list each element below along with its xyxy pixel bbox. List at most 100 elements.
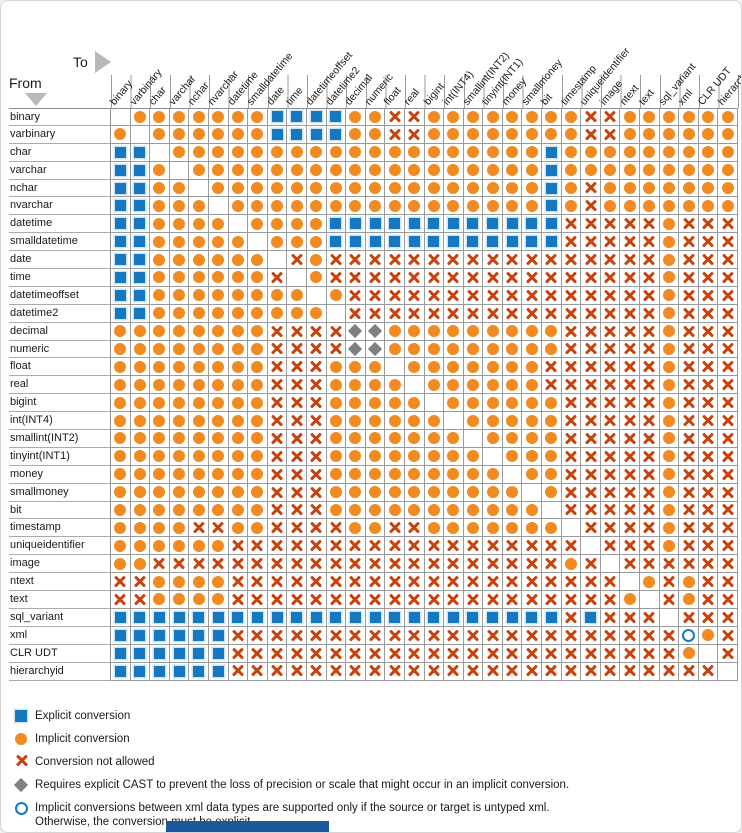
implicit-circle-icon (192, 360, 205, 373)
matrix-cell (718, 394, 738, 413)
not-allowed-x-icon (584, 628, 598, 642)
implicit-circle-icon (212, 414, 225, 427)
implicit-circle-icon (506, 378, 519, 391)
matrix-cell (718, 215, 738, 234)
matrix-cell (150, 251, 170, 270)
row-label-uniqueidentifier: uniqueidentifier (9, 537, 111, 556)
not-allowed-x-icon (682, 431, 696, 445)
matrix-cell (483, 573, 503, 592)
matrix-cell (248, 125, 268, 144)
row-label-smallint-int2-: smallint(INT2) (9, 430, 111, 448)
matrix-cell (581, 376, 601, 395)
implicit-circle-icon (173, 539, 186, 552)
matrix-cell (267, 447, 288, 466)
matrix-cell (698, 233, 719, 252)
not-allowed-x-icon (525, 306, 539, 320)
not-allowed-x-icon (329, 253, 343, 267)
implicit-circle-icon (427, 146, 440, 159)
not-allowed-x-icon (603, 360, 617, 374)
matrix-cell (208, 501, 229, 520)
matrix-cell (718, 358, 738, 377)
not-allowed-x-icon (466, 288, 480, 302)
implicit-circle-icon (192, 199, 205, 212)
implicit-circle-icon (133, 360, 146, 373)
not-allowed-x-icon (564, 288, 578, 302)
matrix-cell (346, 179, 366, 198)
matrix-cell (424, 251, 445, 270)
matrix-cell (600, 626, 621, 645)
matrix-cell (248, 340, 268, 359)
explicit-square-icon (114, 289, 126, 301)
implicit-circle-icon (447, 164, 460, 177)
implicit-circle-icon (153, 325, 166, 338)
not-allowed-x-icon (427, 592, 441, 606)
implicit-circle-icon (192, 253, 205, 266)
matrix-cell (150, 161, 170, 180)
implicit-circle-icon (231, 128, 244, 141)
matrix-cell (404, 251, 425, 270)
implicit-circle-icon (662, 468, 675, 481)
implicit-circle-icon (231, 450, 244, 463)
explicit-square-icon (134, 200, 146, 212)
implicit-circle-icon (506, 521, 519, 534)
matrix-cell (346, 251, 366, 270)
matrix-cell (346, 394, 366, 413)
matrix-cell (130, 465, 151, 484)
matrix-cell (150, 197, 170, 216)
matrix-cell (189, 644, 209, 663)
implicit-circle-icon (153, 253, 166, 266)
implicit-circle-icon (212, 110, 225, 123)
matrix-cell (718, 376, 738, 395)
not-allowed-x-icon (544, 378, 558, 392)
implicit-circle-icon (133, 557, 146, 570)
implicit-circle-icon (133, 110, 146, 123)
implicit-circle-icon (231, 307, 244, 320)
matrix-cell (679, 179, 699, 198)
matrix-cell (130, 322, 151, 341)
matrix-cell (659, 179, 680, 198)
implicit-circle-icon (231, 182, 244, 194)
explicit-square-icon (330, 128, 342, 140)
matrix-cell (189, 555, 209, 574)
not-allowed-x-icon (427, 270, 441, 284)
not-allowed-x-icon (564, 360, 578, 374)
not-allowed-x-icon (584, 181, 598, 195)
matrix-cell (463, 108, 484, 126)
matrix-cell (208, 179, 229, 198)
implicit-circle-icon (153, 575, 166, 588)
matrix-cell (306, 430, 327, 448)
not-allowed-x-icon (270, 628, 284, 642)
matrix-cell (640, 286, 660, 305)
not-allowed-x-icon (584, 414, 598, 428)
implicit-circle-icon (173, 307, 186, 320)
not-allowed-x-icon (348, 592, 362, 606)
not-allowed-x-icon (446, 539, 460, 553)
implicit-circle-icon (251, 343, 264, 356)
not-allowed-x-icon (564, 342, 578, 356)
matrix-cell (326, 197, 347, 216)
implicit-circle-icon (349, 450, 362, 463)
matrix-cell (208, 286, 229, 305)
matrix-cell (111, 394, 131, 413)
implicit-circle-icon (466, 468, 479, 481)
implicit-circle-icon (486, 182, 499, 194)
implicit-circle-icon (173, 450, 186, 463)
matrix-cell (287, 573, 307, 592)
implicit-circle-icon (173, 575, 186, 588)
matrix-cell (189, 591, 209, 609)
not-allowed-x-icon (584, 110, 598, 124)
matrix-cell (640, 555, 660, 574)
matrix-cell (306, 465, 327, 484)
implicit-circle-icon (702, 182, 715, 194)
implicit-circle-icon (290, 307, 303, 320)
implicit-circle-icon (212, 217, 225, 230)
not-allowed-x-icon (270, 396, 284, 410)
explicit-square-icon (173, 647, 185, 659)
matrix-cell (130, 143, 151, 162)
matrix-cell (542, 394, 562, 413)
matrix-cell (208, 125, 229, 144)
matrix-cell (248, 215, 268, 234)
precision-diamond-icon (13, 777, 31, 793)
matrix-cell (483, 358, 503, 377)
not-allowed-x-icon (623, 449, 637, 463)
